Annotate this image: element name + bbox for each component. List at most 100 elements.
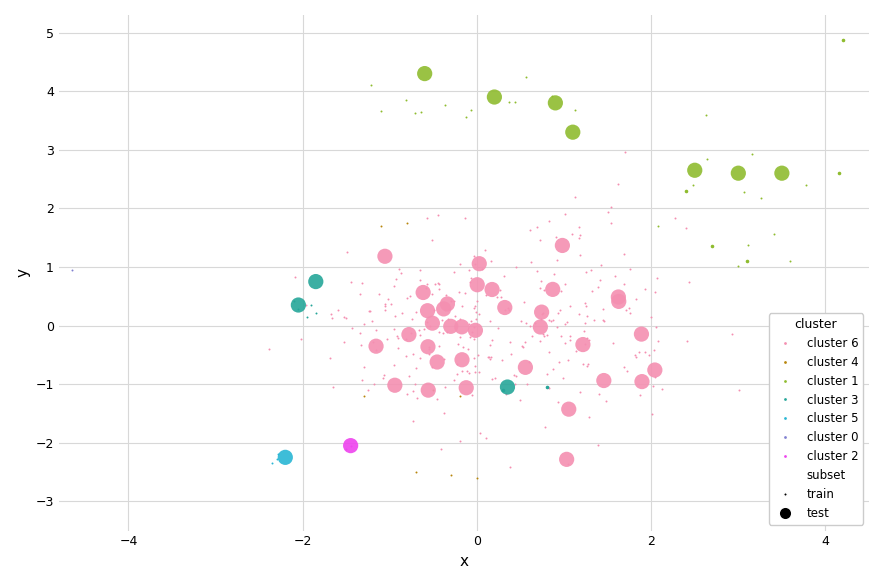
cluster 6: [561, 459, 575, 468]
Legend: cluster 6, cluster 4, cluster 1, cluster 3, cluster 5, cluster 0, cluster 2, sub: cluster 6, cluster 4, cluster 1, cluster…: [769, 313, 863, 524]
cluster 6: [294, 335, 309, 344]
cluster 6: [514, 317, 529, 326]
cluster 6: [519, 318, 533, 328]
cluster 6: [524, 258, 538, 267]
cluster 6: [354, 340, 369, 350]
cluster 1: [502, 97, 516, 106]
cluster 1: [745, 150, 759, 159]
cluster 6: [446, 376, 461, 385]
cluster 6: [619, 305, 633, 314]
cluster 6: [493, 285, 507, 294]
cluster 6: [604, 203, 618, 212]
cluster 6: [368, 379, 382, 388]
cluster 6: [618, 148, 632, 157]
cluster 3: [304, 300, 318, 310]
cluster 6: [450, 369, 464, 378]
cluster 6: [484, 354, 498, 363]
cluster 6: [469, 259, 483, 269]
cluster 6: [484, 256, 499, 265]
cluster 6: [399, 352, 413, 361]
cluster 6: [454, 301, 469, 311]
cluster 6: [617, 249, 631, 259]
cluster 6: [406, 349, 420, 359]
cluster 6: [604, 218, 618, 228]
Point: [774, 169, 789, 178]
cluster 6: [572, 310, 586, 319]
cluster 6: [558, 319, 572, 328]
cluster 6: [581, 360, 595, 369]
cluster 6: [538, 423, 552, 432]
cluster 6: [621, 304, 636, 313]
cluster 6: [467, 354, 481, 363]
cluster 6: [467, 334, 481, 343]
cluster 6: [532, 336, 546, 346]
cluster 6: [288, 273, 302, 282]
cluster 6: [643, 350, 657, 359]
Point: [832, 169, 846, 178]
cluster 6: [472, 310, 486, 319]
Point: [835, 35, 850, 44]
cluster 6: [533, 283, 547, 293]
cluster 2: [339, 444, 354, 453]
cluster 6: [562, 301, 576, 311]
cluster 6: [394, 269, 408, 278]
Y-axis label: y: y: [15, 268, 30, 277]
cluster 6: [522, 358, 537, 367]
Point: [535, 307, 549, 317]
cluster 6: [553, 331, 568, 340]
cluster 3: [300, 312, 314, 321]
cluster 6: [339, 247, 354, 256]
cluster 6: [530, 223, 544, 232]
cluster 6: [331, 305, 345, 314]
cluster 6: [455, 367, 469, 376]
cluster 6: [537, 286, 551, 295]
cluster 6: [339, 314, 353, 323]
cluster 6: [573, 251, 587, 260]
cluster 6: [370, 325, 384, 335]
cluster 6: [492, 323, 506, 332]
cluster 6: [629, 353, 644, 362]
cluster 6: [353, 289, 367, 298]
cluster 6: [469, 308, 483, 317]
cluster 6: [324, 313, 339, 322]
cluster 6: [452, 287, 466, 297]
cluster 6: [428, 279, 442, 288]
cluster 6: [596, 315, 610, 324]
cluster 6: [515, 342, 530, 352]
Point: [575, 340, 590, 349]
cluster 6: [346, 323, 360, 332]
cluster 6: [337, 312, 351, 322]
Point: [377, 252, 392, 261]
Point: [635, 329, 649, 339]
cluster 3: [309, 308, 323, 317]
cluster 6: [412, 325, 426, 335]
cluster 6: [461, 368, 476, 377]
cluster 6: [431, 279, 446, 288]
cluster 1: [754, 193, 768, 203]
cluster 1: [408, 108, 422, 117]
cluster 6: [362, 306, 376, 315]
cluster 6: [563, 332, 577, 341]
cluster 6: [377, 370, 391, 380]
cluster 6: [536, 308, 550, 317]
cluster 6: [483, 340, 497, 349]
cluster 6: [576, 326, 591, 336]
cluster 6: [337, 338, 351, 347]
cluster 6: [594, 260, 608, 270]
cluster 6: [498, 305, 512, 314]
cluster 6: [503, 337, 517, 346]
cluster 6: [431, 394, 445, 404]
cluster 6: [463, 332, 477, 342]
cluster 6: [419, 283, 433, 293]
cluster 6: [391, 333, 405, 343]
cluster 6: [422, 350, 436, 359]
cluster 6: [470, 297, 484, 306]
cluster 6: [530, 266, 545, 276]
cluster 6: [598, 396, 613, 405]
cluster 6: [514, 341, 529, 350]
cluster 6: [361, 385, 375, 395]
cluster 6: [507, 371, 521, 380]
cluster 6: [403, 292, 417, 301]
cluster 6: [611, 290, 625, 300]
cluster 6: [593, 276, 607, 285]
